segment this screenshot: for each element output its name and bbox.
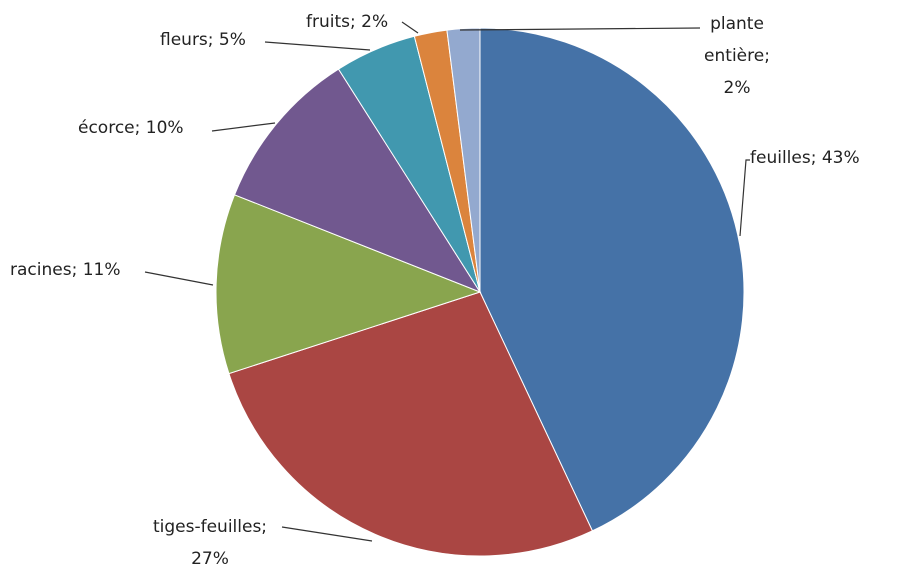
data-label: feuilles; 43% (750, 148, 860, 168)
pie-slice (233, 68, 482, 294)
data-label: fleurs; 5% (160, 30, 246, 50)
data-label: tiges-feuilles; 27% (153, 517, 267, 565)
data-label: plante entière; 2% (704, 14, 770, 98)
data-label: racines; 11% (10, 260, 120, 280)
leader-line (401, 21, 419, 34)
data-label: fruits; 2% (306, 12, 388, 32)
leader-line (459, 27, 701, 31)
data-label: écorce; 10% (78, 118, 184, 138)
leader-line (211, 122, 276, 132)
pie-slice (446, 27, 481, 293)
leader-line (281, 526, 373, 542)
pie-slice (215, 194, 482, 375)
pie-slice (228, 291, 594, 557)
leader-line (264, 41, 371, 51)
pie-slice (479, 27, 745, 532)
leader-line (739, 159, 750, 237)
leader-line (144, 271, 214, 286)
